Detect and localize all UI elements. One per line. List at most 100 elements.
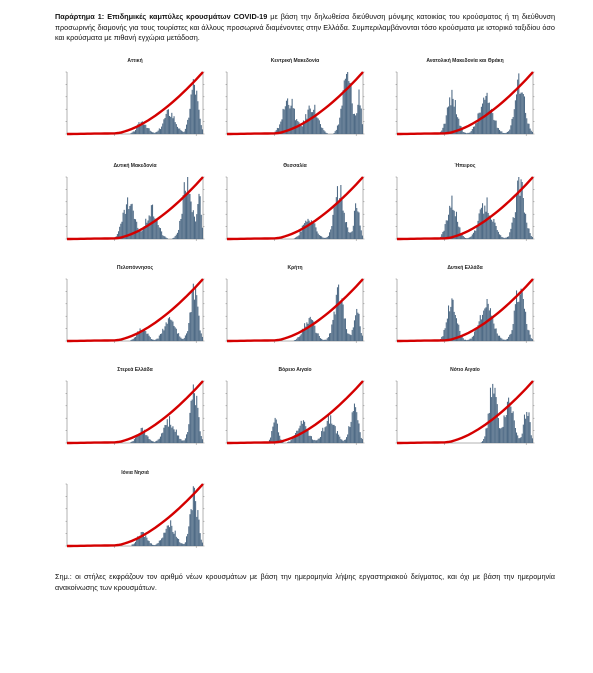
case-bar	[140, 428, 142, 443]
case-bar	[199, 196, 201, 239]
case-bar	[140, 231, 142, 239]
case-bar	[128, 209, 130, 239]
case-bar	[333, 424, 335, 443]
case-bar	[453, 311, 455, 341]
case-bar	[119, 226, 121, 239]
case-bar	[165, 322, 167, 341]
case-bar	[504, 417, 506, 443]
case-bar	[162, 235, 164, 239]
case-bar	[514, 100, 516, 134]
case-bar	[198, 519, 200, 546]
case-bar	[355, 203, 357, 239]
case-bar	[154, 545, 156, 546]
case-bar	[122, 212, 124, 239]
case-bar	[130, 340, 132, 341]
case-bar	[497, 418, 499, 443]
case-bar	[135, 541, 137, 546]
case-bar	[155, 220, 157, 239]
case-bar	[162, 537, 164, 546]
case-bar	[313, 109, 315, 134]
case-bar	[288, 441, 290, 443]
case-bar	[504, 133, 506, 134]
case-bar	[493, 218, 495, 239]
case-bar	[155, 132, 157, 134]
case-bar	[352, 225, 354, 239]
case-bar	[455, 318, 458, 341]
case-bar	[300, 420, 302, 443]
case-bar	[309, 108, 311, 134]
case-bar	[475, 329, 477, 341]
case-bar	[470, 236, 472, 239]
case-bar	[315, 332, 317, 341]
case-bar	[183, 182, 185, 239]
case-bar	[181, 130, 183, 134]
case-bar	[186, 333, 188, 341]
case-bar	[149, 216, 151, 239]
case-bar	[200, 436, 202, 443]
case-bar	[330, 415, 332, 443]
case-bar	[471, 336, 473, 341]
case-bar	[444, 328, 446, 341]
case-bar	[523, 308, 526, 341]
case-bar	[131, 544, 133, 546]
case-bar	[528, 330, 530, 341]
case-bar	[191, 89, 193, 134]
case-bar	[513, 420, 515, 443]
case-bar	[295, 433, 297, 443]
case-bar	[358, 423, 360, 443]
case-bar	[502, 339, 504, 341]
case-bar	[313, 321, 315, 341]
case-bar	[173, 116, 175, 134]
case-bar	[478, 112, 480, 134]
case-bar	[353, 113, 356, 134]
case-bar	[343, 80, 345, 134]
case-bar	[313, 221, 315, 239]
case-bar	[467, 238, 469, 239]
case-bar	[461, 234, 463, 239]
case-bar	[348, 426, 350, 443]
case-bar	[197, 510, 199, 546]
case-bar	[457, 323, 459, 341]
case-bar	[138, 231, 140, 239]
case-bar	[329, 333, 331, 341]
case-bar	[302, 120, 305, 134]
case-bar	[350, 421, 352, 443]
chart-axes	[66, 279, 204, 342]
case-bar	[315, 114, 317, 134]
case-bar	[196, 516, 198, 546]
case-bar	[358, 313, 360, 341]
case-bar	[347, 227, 349, 239]
case-bar	[144, 124, 146, 134]
case-bar	[503, 339, 505, 341]
case-bar	[516, 290, 518, 341]
panel-title: Ιόνια Νησιά	[121, 470, 149, 476]
panel-title: Θεσσαλία	[283, 163, 307, 169]
case-bar	[469, 132, 471, 134]
case-bar	[137, 227, 139, 239]
case-bar	[463, 237, 465, 239]
case-bar	[336, 186, 339, 239]
case-bar	[166, 109, 168, 134]
case-bar	[344, 318, 346, 341]
case-bar	[188, 323, 190, 341]
case-bar	[492, 316, 494, 341]
case-bar	[192, 210, 194, 239]
case-bar	[326, 237, 328, 239]
case-bar	[271, 431, 273, 443]
case-bar	[518, 73, 520, 134]
case-bar	[335, 433, 337, 443]
case-bar	[485, 307, 487, 341]
case-bar	[454, 216, 456, 239]
case-bar	[199, 533, 201, 546]
case-bar	[355, 315, 357, 341]
case-bar	[161, 126, 163, 134]
case-bar	[336, 431, 339, 443]
case-bar	[179, 438, 181, 443]
case-bar	[348, 232, 350, 239]
case-bar	[509, 402, 511, 443]
epi-curve-panel: Βόρειο Αιγαίο	[215, 367, 375, 462]
case-bar	[199, 431, 201, 443]
case-bar	[306, 221, 308, 239]
case-bar	[171, 320, 173, 341]
daily-cases-bars	[293, 185, 363, 239]
